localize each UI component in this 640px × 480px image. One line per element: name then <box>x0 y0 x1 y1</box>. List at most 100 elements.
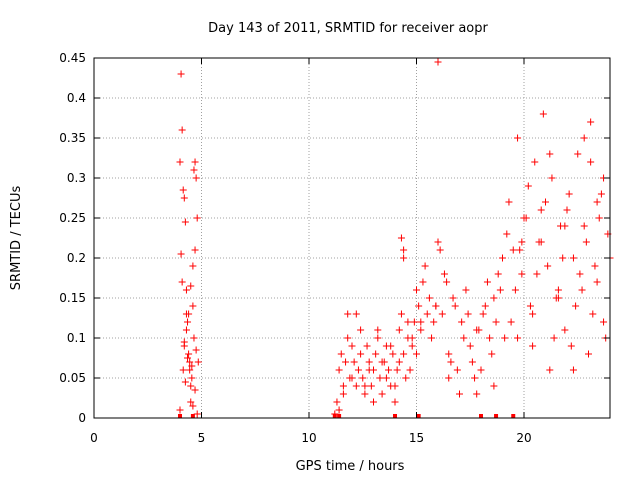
data-point <box>486 334 494 342</box>
data-point <box>363 342 371 350</box>
points-layer <box>176 58 614 418</box>
data-point <box>357 350 365 358</box>
data-point <box>537 238 545 246</box>
data-point <box>587 118 595 126</box>
data-point <box>391 398 399 406</box>
ticks-layer: 0 0.05 0.1 0.15 0.2 0.25 0.3 0.35 0.4 0.45 0 5 10 15 2… <box>59 51 610 445</box>
zero-marker <box>178 414 182 418</box>
data-point <box>492 318 500 326</box>
data-point <box>496 286 504 294</box>
data-point <box>436 246 444 254</box>
data-point <box>352 382 360 390</box>
data-point <box>194 358 202 366</box>
data-point <box>389 350 397 358</box>
data-point <box>419 278 427 286</box>
data-point <box>430 318 438 326</box>
zero-marker <box>479 414 483 418</box>
data-point <box>335 366 343 374</box>
x-axis-title: GPS time / hours <box>296 459 405 474</box>
data-point <box>189 262 197 270</box>
y-tick-label: 0.25 <box>59 211 86 225</box>
data-point <box>191 246 199 254</box>
data-point <box>423 310 431 318</box>
data-point <box>192 346 200 354</box>
data-point <box>376 374 384 382</box>
data-point <box>344 334 352 342</box>
data-point <box>415 302 423 310</box>
data-point <box>400 350 408 358</box>
zero-marker <box>337 414 342 418</box>
data-point <box>182 286 190 294</box>
data-point <box>406 366 414 374</box>
data-point <box>367 382 375 390</box>
data-point <box>348 342 356 350</box>
data-point <box>518 270 526 278</box>
y-tick-label: 0 <box>78 411 86 425</box>
data-point <box>514 134 522 142</box>
data-point <box>361 390 369 398</box>
data-point <box>421 262 429 270</box>
data-point <box>350 358 358 366</box>
data-point <box>490 294 498 302</box>
data-point <box>357 326 365 334</box>
data-point <box>374 326 382 334</box>
data-point <box>374 334 382 342</box>
data-point <box>397 310 405 318</box>
data-point <box>565 190 573 198</box>
data-point <box>179 366 187 374</box>
data-point <box>179 186 187 194</box>
data-point <box>445 374 453 382</box>
data-point <box>185 350 193 358</box>
data-point <box>395 358 403 366</box>
data-point <box>591 262 599 270</box>
data-point <box>370 398 377 406</box>
data-point <box>348 374 356 382</box>
data-point <box>456 390 463 398</box>
data-point <box>176 158 184 166</box>
data-point <box>443 278 451 286</box>
data-point <box>548 174 556 182</box>
data-point <box>544 262 552 270</box>
data-point <box>593 278 601 286</box>
data-point <box>372 350 380 358</box>
data-point <box>440 270 448 278</box>
data-point <box>458 318 466 326</box>
data-point <box>187 382 195 390</box>
data-point <box>509 246 517 254</box>
data-point <box>479 310 487 318</box>
data-point <box>546 150 554 158</box>
data-point <box>410 318 418 326</box>
data-point <box>185 310 193 318</box>
data-point <box>337 350 345 358</box>
data-point <box>425 294 433 302</box>
zero-marker <box>190 414 195 418</box>
data-point <box>488 350 496 358</box>
data-point <box>473 326 481 334</box>
data-point <box>445 350 453 358</box>
data-point <box>468 358 476 366</box>
x-tick-label: 0 <box>90 431 98 445</box>
data-point <box>516 246 524 254</box>
data-point <box>462 286 470 294</box>
data-point <box>339 390 347 398</box>
data-point <box>542 198 549 206</box>
data-point <box>518 238 526 246</box>
data-point <box>453 366 461 374</box>
data-point <box>342 358 350 366</box>
y-tick-label: 0.05 <box>59 371 86 385</box>
data-point <box>466 342 474 350</box>
data-point <box>176 406 184 414</box>
data-point <box>567 342 575 350</box>
zero-marker <box>511 414 516 418</box>
data-point <box>576 270 584 278</box>
data-point <box>539 110 547 118</box>
data-point <box>473 390 481 398</box>
zero-marker <box>393 414 397 418</box>
data-point <box>413 286 420 294</box>
data-point <box>181 218 189 226</box>
data-point <box>190 166 198 174</box>
data-point <box>428 334 436 342</box>
data-point <box>344 310 352 318</box>
